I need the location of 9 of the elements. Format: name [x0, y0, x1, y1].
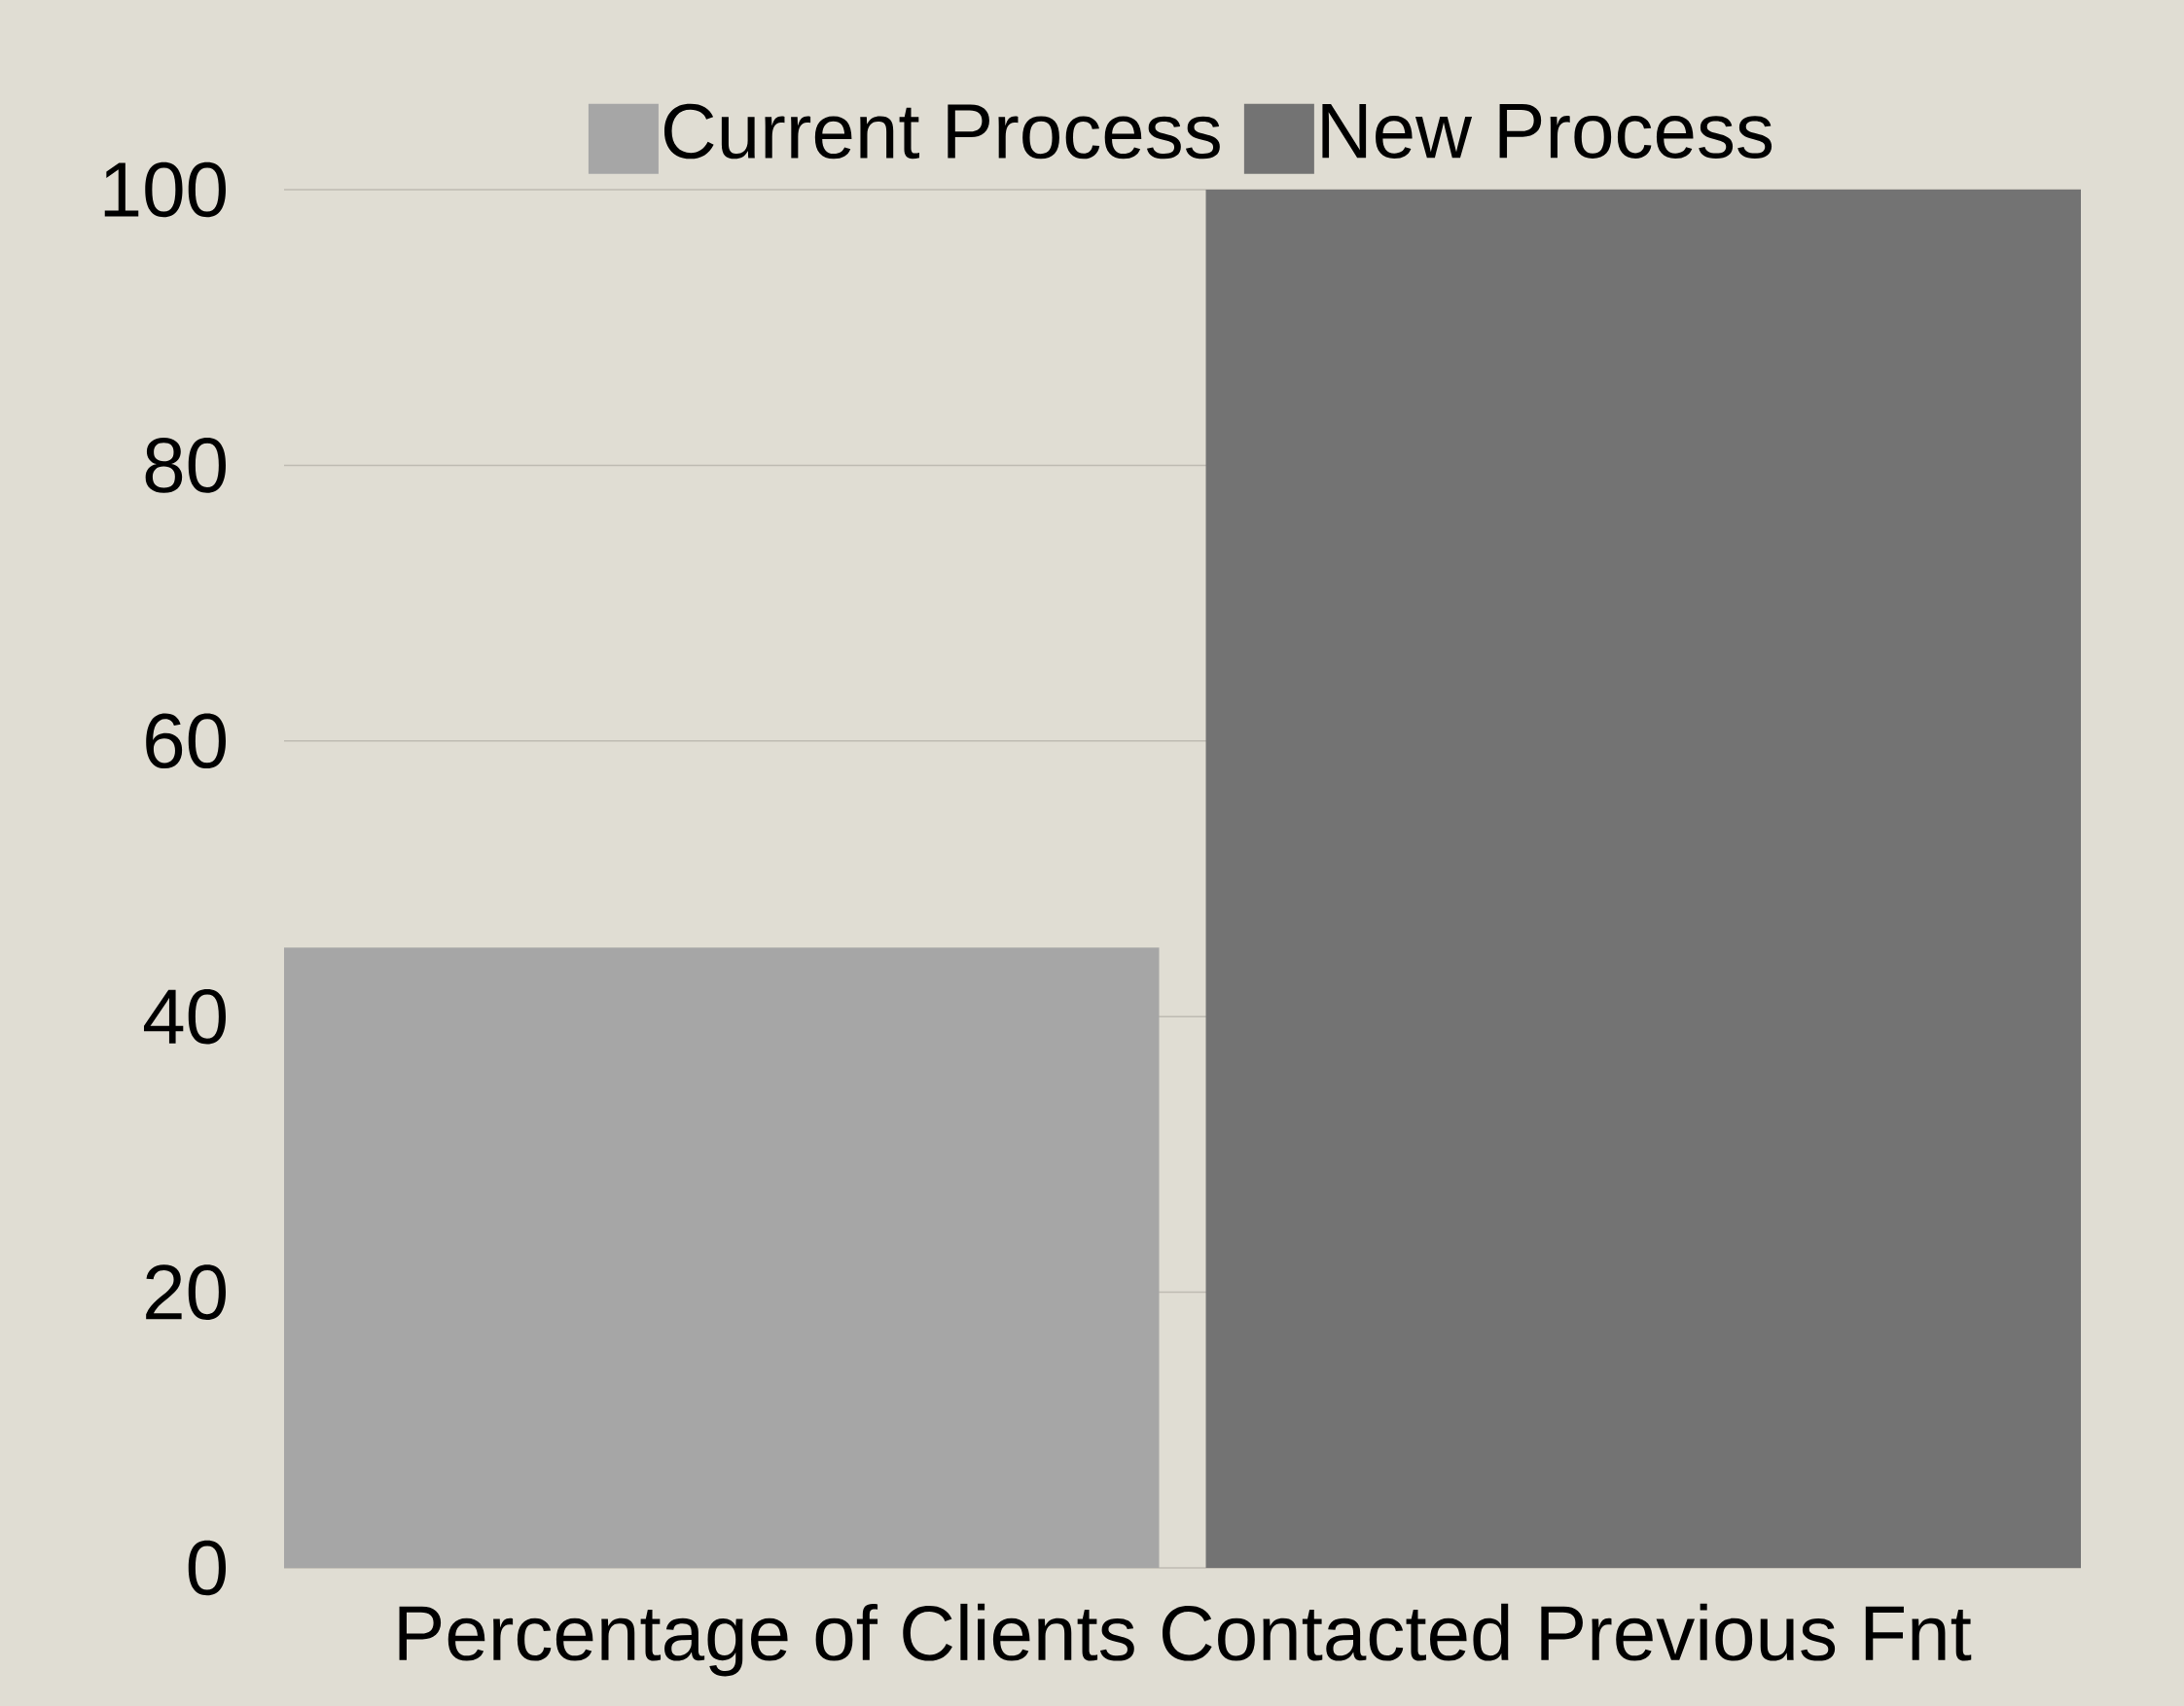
y-tick-label: 40 — [144, 988, 227, 1045]
x-tick-label: Percentage of Clients Contacted Previous Fnt — [399, 1603, 1972, 1677]
y-tick-label: 100 — [104, 161, 226, 218]
legend-label: New Process — [1322, 104, 1772, 159]
y-tick-label: 0 — [188, 1540, 227, 1596]
y-tick-label: 20 — [146, 1264, 227, 1320]
legend-label: Current Process — [663, 103, 1220, 160]
y-tick-label: 80 — [145, 438, 227, 493]
y-tick-label: 60 — [146, 713, 227, 769]
